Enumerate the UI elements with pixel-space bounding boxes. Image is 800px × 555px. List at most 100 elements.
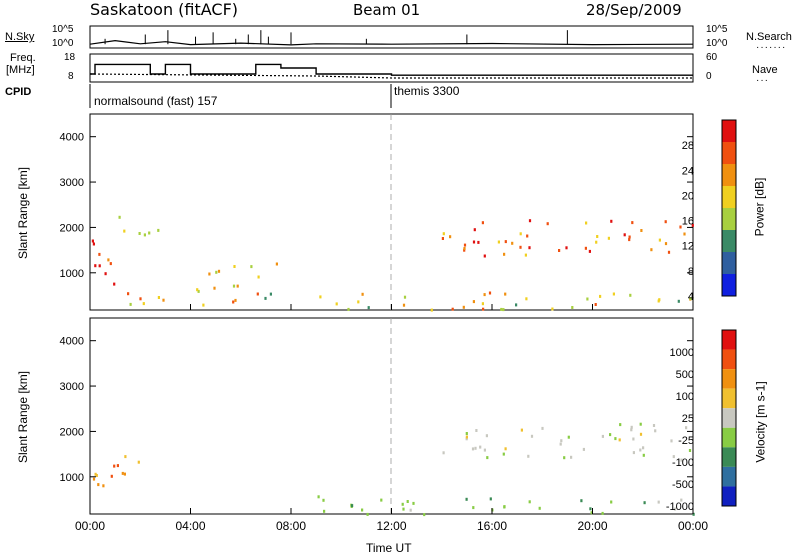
data-cell (319, 295, 322, 299)
power-marks (91, 215, 694, 312)
freq-tick-high: 18 (64, 52, 76, 63)
data-cell (401, 502, 404, 506)
data-cell (628, 238, 631, 242)
cpid-segment-1: normalsound (fast) 157 (94, 94, 218, 108)
data-cell (264, 296, 267, 300)
nsearch-label: N.Search (746, 31, 792, 43)
data-cell (565, 246, 568, 250)
data-cell (639, 422, 642, 426)
data-cell (599, 294, 602, 298)
data-cell (137, 460, 140, 464)
data-cell (489, 497, 492, 501)
x-axis-ticks: 00:00 04:00 08:00 12:00 16:00 20:00 00:00 (75, 304, 708, 533)
data-cell (335, 302, 338, 306)
velocity-colorbar-label: Velocity [m s-1] (753, 381, 768, 463)
cpid-strip (89, 84, 392, 108)
noise-panel (89, 25, 694, 49)
power-colorbar-label: Power [dB] (752, 177, 767, 237)
data-cell (664, 220, 667, 224)
data-cell (609, 433, 612, 437)
data-cell (275, 262, 278, 266)
data-cell (323, 509, 326, 513)
data-cell (560, 439, 563, 443)
data-cell (138, 232, 141, 235)
data-cell (477, 240, 480, 244)
data-cell (504, 447, 507, 451)
data-cell (95, 474, 98, 477)
nsky-tick-high: 10^5 (52, 24, 74, 35)
xtick-label: 00:00 (678, 519, 708, 533)
power-colorbar-swatch (722, 164, 736, 186)
freq-panel-frame (89, 53, 694, 83)
noise-trace (89, 39, 694, 46)
data-cell (515, 303, 518, 307)
data-cell (502, 308, 505, 312)
data-cell (196, 288, 199, 292)
data-cell (465, 437, 468, 441)
data-cell (124, 455, 127, 459)
ytick-label: 1000 (60, 472, 84, 484)
data-cell (406, 500, 409, 503)
data-cell (594, 303, 597, 306)
data-cell (357, 300, 360, 304)
data-cell (504, 292, 507, 296)
nave-tick-low: 0 (706, 71, 712, 82)
data-cell (472, 506, 475, 510)
xtick-label: 08:00 (276, 519, 306, 533)
data-cell (586, 297, 589, 301)
ytick-label: 4000 (60, 336, 84, 348)
data-cell (528, 246, 531, 250)
velocity-colorbar-tick: -25 (678, 435, 694, 447)
data-cell (104, 272, 107, 276)
power-panel-frame (89, 113, 694, 311)
data-cell (142, 302, 145, 306)
data-cell (236, 284, 239, 288)
nsearch-tick-high: 10^5 (706, 24, 728, 35)
power-colorbar-tick: 8 (688, 266, 694, 278)
data-cell (217, 269, 221, 273)
data-cell (402, 507, 405, 511)
data-cell (689, 297, 692, 301)
data-cell (650, 248, 653, 252)
data-cell (162, 298, 165, 302)
data-cell (481, 302, 484, 306)
freq-tick-low: 8 (68, 71, 74, 82)
data-cell (601, 511, 604, 515)
data-cell (525, 297, 528, 301)
data-cell (582, 447, 585, 451)
data-cell (612, 292, 615, 296)
data-cell (601, 434, 604, 438)
velocity-colorbar-tick: 25 (682, 413, 694, 425)
data-cell (485, 434, 488, 438)
xtick-label: 20:00 (577, 519, 607, 533)
power-colorbar-swatch (722, 186, 736, 208)
data-cell (208, 272, 211, 276)
data-cell (351, 504, 354, 508)
power-colorbar-swatch (722, 252, 736, 274)
freq-trace (90, 63, 693, 76)
noise-panel-frame (89, 25, 694, 49)
data-cell (639, 448, 642, 452)
data-cell (441, 237, 444, 240)
data-cell (630, 425, 633, 429)
data-cell (322, 498, 325, 502)
x-axis-label: Time UT (366, 541, 412, 555)
nsky-tick-low: 10^0 (52, 38, 74, 49)
data-cell (589, 507, 592, 511)
power-colorbar-tick: 4 (688, 291, 694, 303)
data-cell (110, 474, 113, 478)
data-cell (269, 292, 272, 296)
beam-label: Beam 01 (353, 1, 421, 19)
nave-trace (89, 73, 693, 79)
data-cell (497, 240, 500, 244)
data-cell (691, 223, 694, 227)
data-cell (139, 297, 142, 301)
data-cell (643, 501, 646, 505)
data-cell (570, 455, 573, 459)
data-cell (157, 228, 160, 232)
data-cell (123, 472, 126, 476)
data-cell (567, 435, 570, 439)
velocity-colorbar-swatch (722, 369, 736, 389)
power-colorbar-swatch (722, 208, 736, 230)
data-cell (654, 429, 657, 433)
